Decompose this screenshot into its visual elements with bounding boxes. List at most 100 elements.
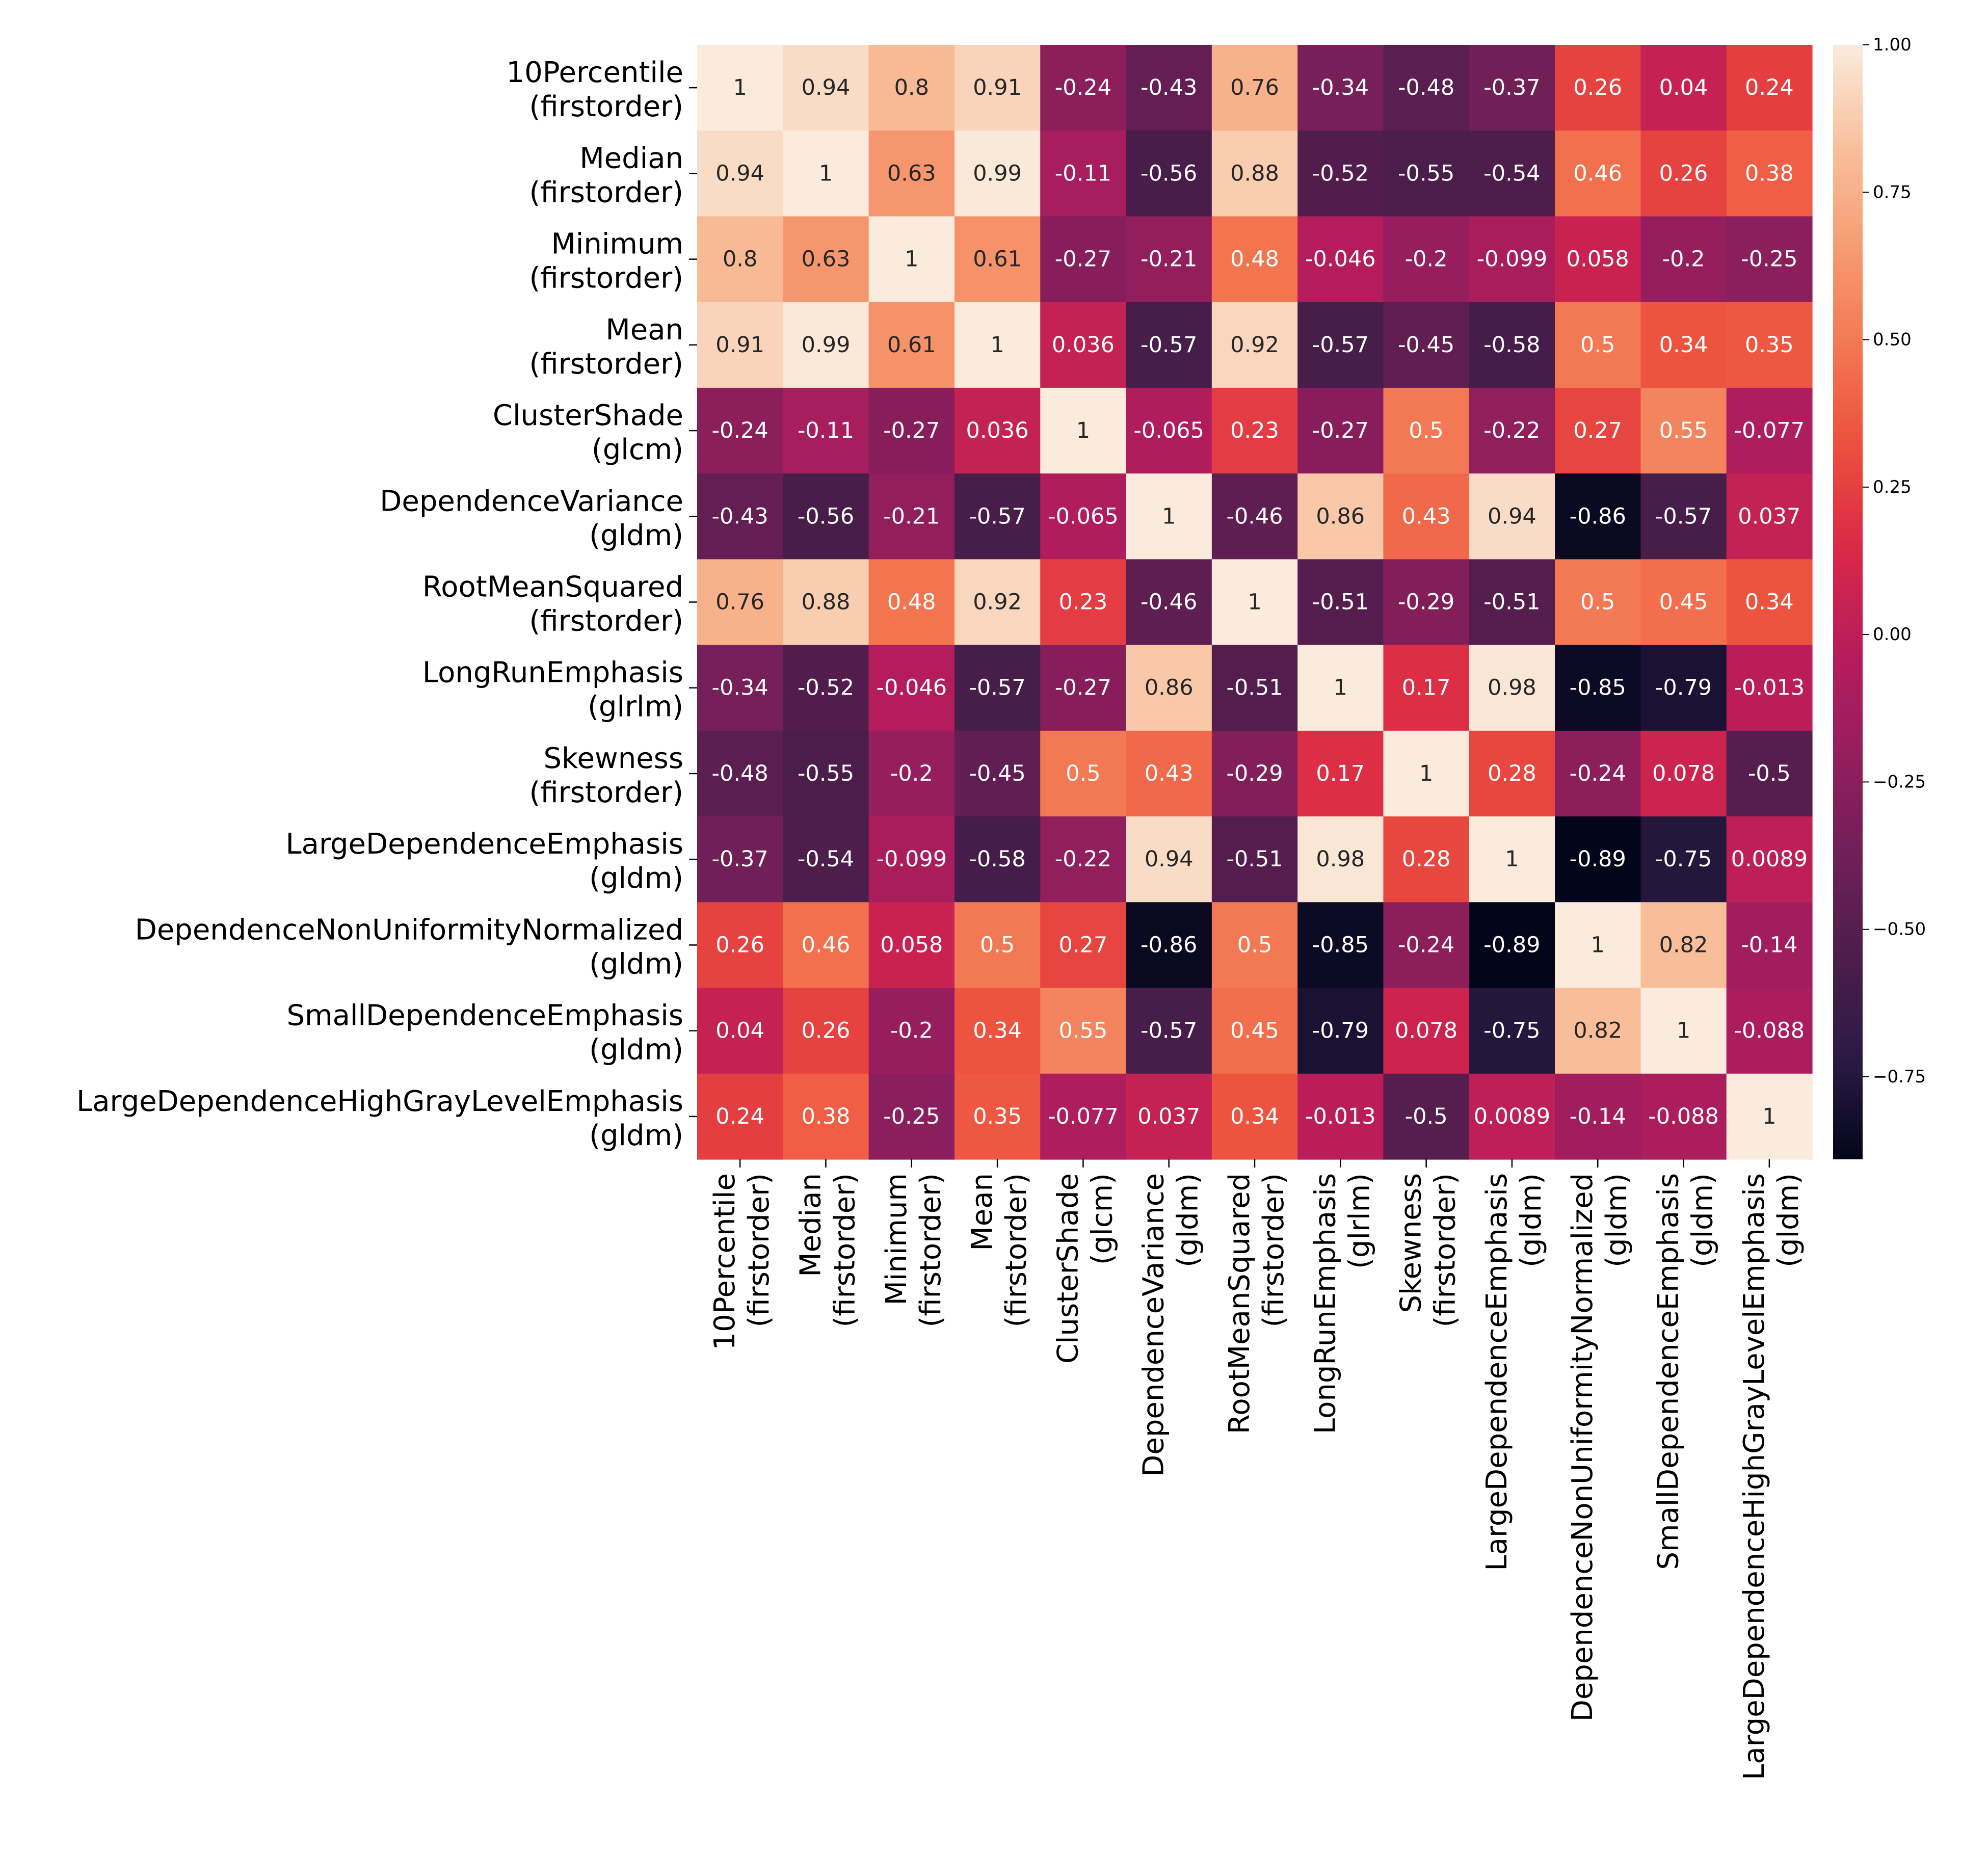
heatmap-cell-r7-c12 xyxy=(1726,645,1813,731)
cell-value-label: 0.058 xyxy=(880,932,943,958)
y-tick-label: Minimum (firstorder) xyxy=(529,228,683,295)
cell-value-label: 0.037 xyxy=(1137,1104,1200,1129)
y-tick-label: DependenceNonUniformityNormalized (gldm) xyxy=(135,913,683,980)
cell-value-label: 0.99 xyxy=(802,332,851,358)
cell-value-label: 0.26 xyxy=(1659,161,1708,186)
y-axis-ticks: 10Percentile (firstorder) Median (firstorde… xyxy=(76,56,697,1152)
cell-value-label: -0.86 xyxy=(1570,503,1626,529)
cell-value-label: -0.2 xyxy=(1405,247,1448,272)
x-tick-label-group: Minimum(firstorder) xyxy=(880,1173,947,1327)
cell-value-label: 0.48 xyxy=(1230,247,1279,272)
heatmap-cell-r0-c3 xyxy=(954,45,1041,131)
cell-value-label: 0.28 xyxy=(1488,761,1536,786)
heatmap-cell-r12-c9 xyxy=(1469,1073,1555,1160)
colorbar-gradient xyxy=(1833,45,1863,1159)
heatmap-cell-r8-c9 xyxy=(1469,730,1555,817)
cell-value-label: -0.52 xyxy=(1312,161,1369,186)
heatmap-cell-r5-c0 xyxy=(697,473,783,560)
cell-value-label: 0.24 xyxy=(1745,75,1794,100)
heatmap-cell-r9-c1 xyxy=(783,816,869,903)
heatmap-cell-r12-c4 xyxy=(1040,1073,1127,1160)
heatmap-cell-r9-c2 xyxy=(868,816,955,903)
heatmap-cell-r5-c10 xyxy=(1555,473,1641,560)
cell-value-label: -0.5 xyxy=(1748,761,1791,786)
colorbar-tick-label: −0.75 xyxy=(1873,1067,1926,1087)
cell-value-label: 0.04 xyxy=(715,1018,764,1044)
cell-value-label: 1 xyxy=(905,247,918,272)
heatmap-cell-r8-c3 xyxy=(954,730,1041,817)
cell-value-label: 0.86 xyxy=(1145,675,1194,701)
cell-value-label: 0.46 xyxy=(1573,161,1622,186)
cell-value-label: -0.46 xyxy=(1226,503,1283,529)
heatmap-cell-r4-c6 xyxy=(1211,387,1298,474)
cell-value-label: 1 xyxy=(1505,846,1519,872)
heatmap-cell-r10-c7 xyxy=(1297,902,1384,989)
cell-value-label: -0.37 xyxy=(712,846,768,872)
heatmap-cell-r2-c6 xyxy=(1211,216,1298,303)
heatmap-cell-r9-c12 xyxy=(1726,816,1813,903)
heatmap-cell-r7-c4 xyxy=(1040,645,1127,731)
cell-value-label: -0.24 xyxy=(712,418,768,443)
heatmap-cell-r3-c5 xyxy=(1126,302,1212,388)
heatmap-cell-r5-c11 xyxy=(1640,473,1727,560)
cell-value-label: 1 xyxy=(1162,503,1176,529)
cell-value-label: 0.8 xyxy=(894,75,929,100)
heatmap-cell-r11-c3 xyxy=(954,988,1041,1074)
cell-value-label: -0.85 xyxy=(1570,675,1626,701)
heatmap-cell-r5-c1 xyxy=(783,473,869,560)
heatmap-cell-r6-c2 xyxy=(868,559,955,646)
heatmap-cell-r11-c0 xyxy=(697,988,783,1074)
heatmap-cell-r11-c1 xyxy=(783,988,869,1074)
heatmap-cell-r7-c10 xyxy=(1555,645,1641,731)
cell-value-label: -0.27 xyxy=(1055,247,1111,272)
cell-value-label: 0.48 xyxy=(887,590,936,615)
cell-value-label: 0.63 xyxy=(802,247,851,272)
cell-value-label: 0.35 xyxy=(973,1104,1022,1129)
x-tick-label: ClusterShade(glcm) xyxy=(1051,1173,1119,1364)
cell-value-label: -0.22 xyxy=(1055,846,1111,872)
x-tick-label-group: Mean(firstorder) xyxy=(966,1173,1033,1327)
x-tick-label: SmallDependenceEmphasis(gldm) xyxy=(1652,1173,1719,1570)
heatmap-cell-r2-c8 xyxy=(1383,216,1470,303)
heatmap-cell-r9-c7 xyxy=(1297,816,1384,903)
cell-value-label: -0.2 xyxy=(890,1018,933,1044)
cell-value-label: 0.17 xyxy=(1316,761,1365,786)
heatmap-cell-r9-c5 xyxy=(1126,816,1212,903)
heatmap-cell-r0-c9 xyxy=(1469,45,1555,131)
heatmap-cell-r1-c6 xyxy=(1211,130,1298,217)
heatmap-cell-r10-c10 xyxy=(1555,902,1641,989)
x-tick-label: Minimum(firstorder) xyxy=(880,1173,947,1327)
cell-value-label: -0.37 xyxy=(1483,75,1540,100)
heatmap-cell-r12-c2 xyxy=(868,1073,955,1160)
cell-value-label: -0.86 xyxy=(1141,932,1197,958)
cell-value-label: 0.34 xyxy=(1659,332,1708,358)
cell-value-label: -0.57 xyxy=(1141,332,1197,358)
heatmap-cell-r12-c1 xyxy=(783,1073,869,1160)
heatmap-cell-r6-c11 xyxy=(1640,559,1727,646)
heatmap-cell-r2-c0 xyxy=(697,216,783,303)
heatmap-cell-r6-c12 xyxy=(1726,559,1813,646)
cell-value-label: -0.27 xyxy=(883,418,940,443)
cell-value-label: 0.35 xyxy=(1745,332,1794,358)
cell-value-label: -0.013 xyxy=(1734,675,1805,701)
cell-value-label: -0.57 xyxy=(1655,503,1712,529)
cell-value-label: -0.2 xyxy=(890,761,933,786)
cell-value-label: 0.99 xyxy=(973,161,1022,186)
heatmap-cell-r0-c0 xyxy=(697,45,783,131)
heatmap-cell-r6-c0 xyxy=(697,559,783,646)
cell-value-label: 0.46 xyxy=(802,932,851,958)
heatmap-cell-r2-c1 xyxy=(783,216,869,303)
heatmap-cell-r2-c11 xyxy=(1640,216,1727,303)
heatmap-cell-r3-c9 xyxy=(1469,302,1555,388)
x-tick-label-group: Median(firstorder) xyxy=(794,1173,861,1327)
cell-value-label: 0.058 xyxy=(1567,247,1629,272)
cell-value-label: -0.29 xyxy=(1226,761,1283,786)
heatmap-cell-r12-c12 xyxy=(1726,1073,1813,1160)
heatmap-cell-r5-c6 xyxy=(1211,473,1298,560)
cell-value-label: 0.26 xyxy=(802,1018,851,1044)
cell-value-label: 1 xyxy=(1762,1104,1776,1129)
colorbar-tick-label: 0.00 xyxy=(1873,624,1912,645)
cell-value-label: -0.56 xyxy=(798,503,854,529)
heatmap-cell-r12-c5 xyxy=(1126,1073,1212,1160)
